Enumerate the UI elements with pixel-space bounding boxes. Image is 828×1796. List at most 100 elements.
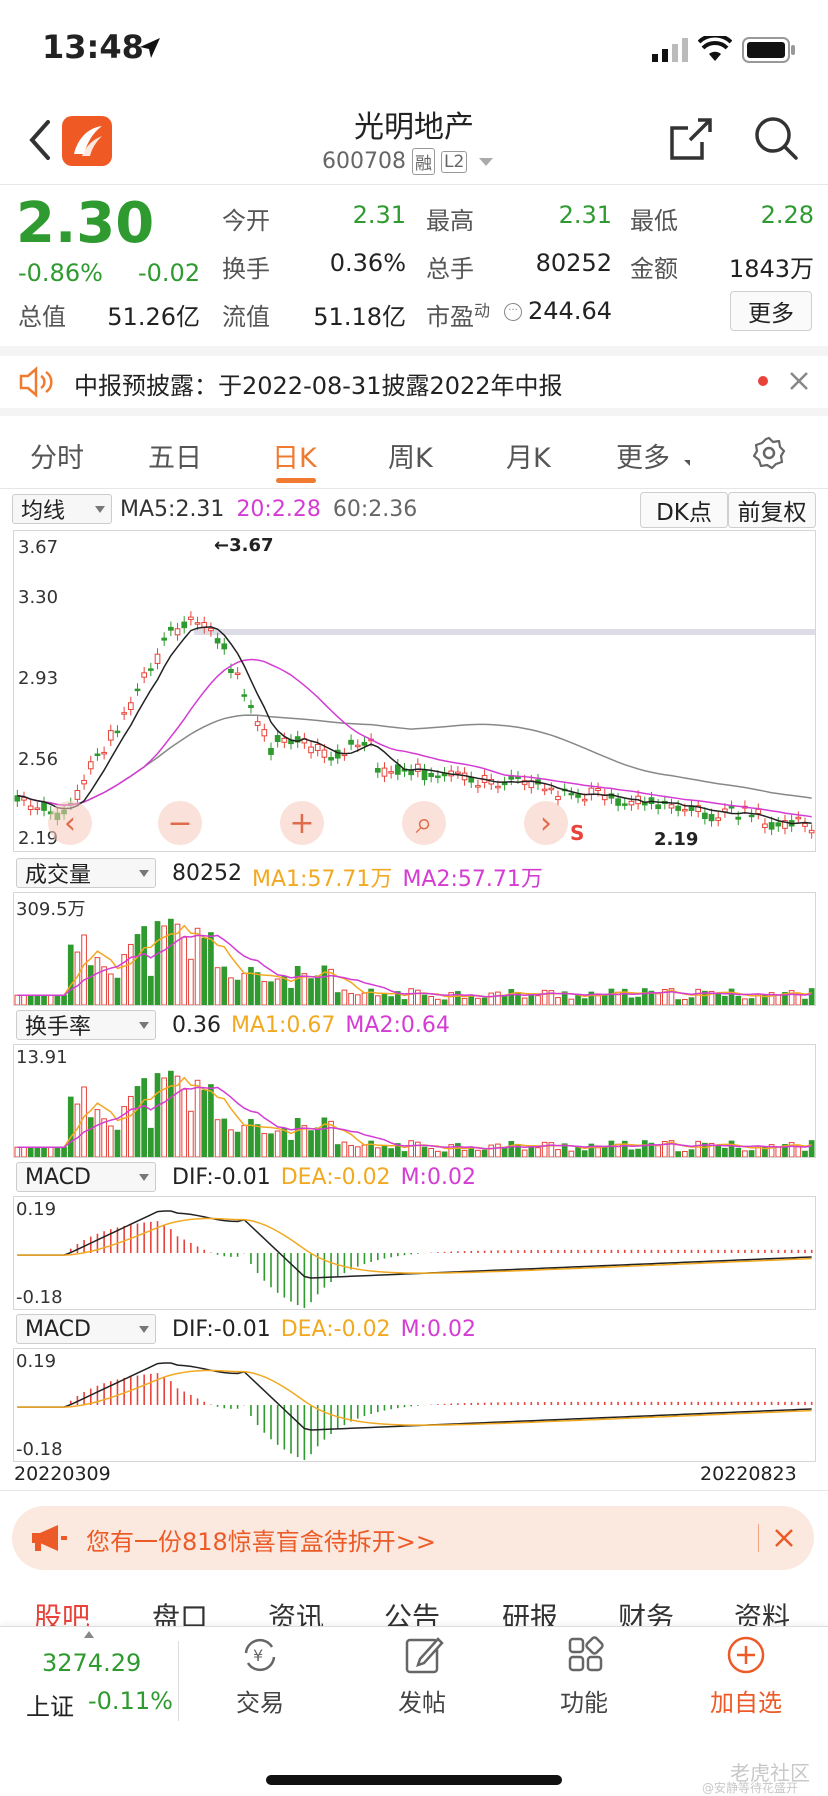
pe-label: 市盈动 [426, 297, 490, 332]
search-icon[interactable] [752, 114, 800, 162]
turnover-bar [154, 1073, 161, 1157]
turnover-bar [221, 1118, 228, 1157]
scroll-right-button[interactable]: › [524, 801, 568, 845]
zoom-out-button[interactable]: − [158, 801, 202, 845]
turnover-bar [541, 1141, 548, 1157]
ma-selector[interactable]: 均线 [12, 494, 112, 524]
turnover-bar [435, 1150, 441, 1157]
turnover-bar [568, 1150, 575, 1157]
macd2-selector[interactable]: MACD [16, 1314, 156, 1344]
volume-bar [541, 989, 548, 1005]
macd2-dif: DIF:-0.01 [172, 1317, 271, 1342]
sub-tab-orderbook[interactable]: 盘口 [152, 1601, 209, 1628]
sub-tab-forum[interactable]: 股吧 [34, 1601, 91, 1628]
candle-body [475, 785, 481, 788]
zoom-in-button[interactable]: + [280, 801, 324, 845]
volume-bar [201, 937, 208, 1005]
tab-monthly-k[interactable]: 月K [506, 443, 551, 474]
dif-line [17, 1210, 812, 1279]
volume-bar [468, 996, 475, 1005]
turnover-selector[interactable]: 换手率 [16, 1010, 156, 1040]
pe-info-icon[interactable]: ··· [504, 303, 522, 321]
dk-point-button[interactable]: DK点 [640, 492, 728, 528]
turnover-label: 换手 [222, 255, 270, 283]
chevron-down-icon [139, 870, 149, 877]
pe-label-text: 市盈 [426, 303, 474, 331]
index-up-triangle-icon [84, 1631, 94, 1638]
promo-divider [758, 1524, 759, 1552]
volume-bar [334, 992, 341, 1005]
macd1-svg [17, 1210, 813, 1308]
notice-bar[interactable]: 中报预披露：于2022-08-31披露2022年中报 [0, 356, 828, 408]
volume-bar [107, 973, 114, 1005]
volume-bar [555, 997, 561, 1005]
promo-banner[interactable]: 您有一份818惊喜盲盒待拆开>> [12, 1506, 814, 1570]
sub-tab-announcements[interactable]: 公告 [384, 1601, 441, 1628]
candle-body [715, 817, 722, 821]
volume-bar [688, 997, 695, 1005]
turnover-bar [334, 1144, 341, 1157]
kline-svg [14, 611, 815, 839]
close-icon[interactable] [774, 1528, 794, 1548]
index-value[interactable]: 3274.29 [42, 1649, 142, 1677]
volume-bar [768, 992, 775, 1005]
home-indicator [266, 1775, 562, 1785]
turnover-svg [14, 1070, 815, 1157]
candle-body [374, 768, 381, 773]
volume-bar [575, 993, 581, 1005]
search-chart-button[interactable]: ⌕ [402, 801, 446, 845]
turnover-bar [461, 1149, 468, 1157]
volume-bar [802, 998, 808, 1005]
candle-body [314, 743, 321, 751]
tab-five-day[interactable]: 五日 [148, 443, 202, 474]
add-watchlist-button[interactable]: 加自选 [710, 1689, 782, 1717]
volume-bar [475, 997, 481, 1005]
adjust-button[interactable]: 前复权 [728, 492, 816, 528]
turnover-bar [308, 1130, 314, 1157]
turnover-bar [575, 1145, 581, 1157]
volume-selector[interactable]: 成交量 [16, 858, 156, 888]
volume-bar [61, 994, 67, 1005]
volume-bar [581, 998, 588, 1005]
kline-chart[interactable]: 3.67 3.30 2.93 2.56 2.19 ←3.67 2.19 S ‹ … [13, 530, 816, 852]
trade-button[interactable]: 交易 [236, 1689, 284, 1717]
dropdown-triangle-icon[interactable] [479, 157, 494, 166]
more-button[interactable]: 更多 [730, 291, 812, 331]
macd1-selector[interactable]: MACD [16, 1162, 156, 1192]
volume-bar [535, 995, 541, 1005]
turnover-bar [261, 1133, 268, 1157]
settings-icon[interactable] [752, 436, 786, 470]
turnover-bar [682, 1151, 688, 1157]
candle-body [735, 816, 742, 820]
candle-body [782, 820, 788, 829]
turnover-bar [455, 1143, 461, 1157]
sub-tab-news[interactable]: 资讯 [268, 1601, 325, 1628]
function-button[interactable]: 功能 [560, 1689, 608, 1717]
volume-bar [354, 994, 361, 1005]
volume-bar [154, 921, 161, 1005]
y-tick: 2.93 [18, 668, 59, 689]
tab-intraday[interactable]: 分时 [30, 443, 84, 474]
scroll-left-button[interactable]: ‹ [48, 801, 92, 845]
sub-tab-research[interactable]: 研报 [502, 1601, 559, 1628]
share-icon[interactable] [668, 116, 714, 162]
svg-text:¥: ¥ [253, 1646, 263, 1665]
promo-text: 您有一份818惊喜盲盒待拆开>> [86, 1528, 437, 1556]
sub-tab-profile[interactable]: 资料 [734, 1601, 791, 1628]
back-icon[interactable] [26, 118, 52, 162]
sub-tab-finance[interactable]: 财务 [618, 1601, 675, 1628]
candle-body [595, 788, 601, 792]
close-icon[interactable] [788, 370, 810, 392]
volume-bar [408, 988, 414, 1005]
start-date: 20220309 [14, 1463, 111, 1485]
notice-dot [758, 376, 768, 386]
y-tick: 2.19 [18, 828, 59, 849]
tab-more[interactable]: 更多 [616, 443, 670, 474]
candle-body [388, 771, 394, 774]
wifi-icon [698, 36, 732, 61]
ma60-value: 60:2.36 [332, 497, 418, 522]
post-button[interactable]: 发帖 [398, 1689, 446, 1717]
tab-weekly-k[interactable]: 周K [388, 443, 433, 474]
tab-daily-k[interactable]: 日K [272, 443, 317, 474]
resistance-band [194, 629, 815, 635]
